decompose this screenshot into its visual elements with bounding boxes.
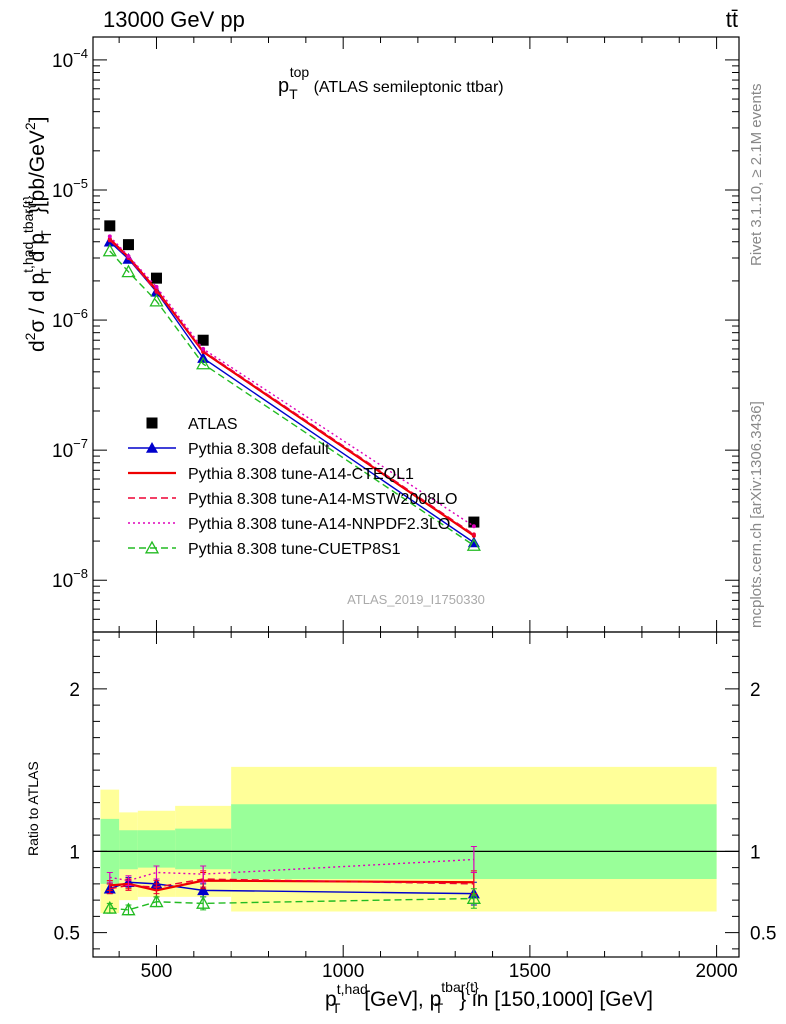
ratio-y-tick-label-left: 2 — [69, 680, 80, 701]
data-point-pythia-8-308-tune-a14-nnpdf2-3lo — [154, 284, 159, 289]
data-point-pythia-8-308-tune-a14-nnpdf2-3lo — [107, 234, 112, 239]
legend-label-atlas: ATLAS — [188, 416, 238, 433]
x-tick-label: 2000 — [695, 961, 737, 982]
data-point-atlas — [468, 516, 480, 528]
data-point-atlas — [104, 220, 116, 232]
x-tick-label: 1500 — [509, 961, 551, 982]
ratio-series-group — [102, 846, 481, 916]
ratio-y-tick-label-left: 0.5 — [54, 924, 80, 945]
legend-label-pythia-8-308-tune-a14-cteql1: Pythia 8.308 tune-A14-CTEQL1 — [188, 466, 414, 483]
ratio-band — [175, 828, 232, 870]
title-superscript: top — [290, 64, 310, 80]
data-point-pythia-8-308-tune-cuetp8s1 — [121, 264, 136, 278]
y-tick-label: 10−6 — [52, 306, 88, 332]
data-point-pythia-8-308-tune-cuetp8s1 — [102, 243, 117, 257]
ratio-y-axis-label: Ratio to ATLAS — [25, 761, 41, 856]
data-point-pythia-8-308-tune-cuetp8s1 — [466, 538, 481, 551]
ratio-y-tick-label-right: 0.5 — [750, 924, 776, 945]
ratio-band — [119, 830, 138, 870]
data-point-pythia-8-308-tune-a14-mstw2008lo — [154, 289, 159, 294]
legend-marker-pythia-8-308-tune-cuetp8s1 — [144, 540, 160, 554]
x-tick-label: 1000 — [322, 961, 364, 982]
ratio-point-pythia-8-308-tune-cuetp8s1 — [102, 900, 117, 914]
y-tick-label: 10−8 — [52, 566, 88, 592]
data-point-pythia-8-308-tune-a14-nnpdf2-3lo — [126, 254, 131, 259]
legend: ATLAS Pythia 8.308 default Pythia 8.308 tu… — [128, 416, 457, 558]
axes-group: 500 1000 1500 2000 10−8 10−7 10−6 10−5 10−4 0.5 0.… — [52, 36, 776, 982]
analysis-id-label: ATLAS_2019_I1750330 — [347, 592, 485, 607]
rivet-label: Rivet 3.1.10, ≥ 2.1M events — [748, 84, 765, 267]
data-point-pythia-8-308-tune-a14-nnpdf2-3lo — [201, 346, 206, 351]
legend-marker-pythia-8-308-default — [146, 442, 158, 453]
main-y-axis-label: d2σ / d pt,had T d ptbar{t}T}[pb/GeV2] — [20, 116, 54, 352]
ratio-frame — [92, 631, 740, 958]
main-series-group — [102, 220, 481, 551]
data-point-pythia-8-308-tune-a14-nnpdf2-3lo — [471, 524, 476, 529]
data-point-pythia-8-308-tune-cuetp8s1 — [149, 293, 164, 307]
legend-label-pythia-8-308-default: Pythia 8.308 default — [188, 441, 330, 458]
y-tick-label: 10−4 — [52, 46, 88, 72]
ratio-point-pythia-8-308-tune-cuetp8s1 — [149, 894, 164, 908]
data-point-pythia-8-308-tune-a14-mstw2008lo — [107, 238, 112, 243]
ratio-point-pythia-8-308-tune-cuetp8s1 — [466, 891, 481, 904]
data-point-pythia-8-308-tune-cuetp8s1 — [196, 356, 211, 370]
legend-label-pythia-8-308-tune-cuetp8s1: Pythia 8.308 tune-CUETP8S1 — [188, 541, 401, 558]
ratio-point-pythia-8-308-tune-cuetp8s1 — [121, 902, 136, 916]
x-tick-label: 500 — [141, 961, 173, 982]
data-point-atlas — [197, 334, 209, 346]
y-tick-label: 10−5 — [52, 176, 88, 202]
process-label: tt̄ — [726, 7, 738, 32]
energy-label: 13000 GeV pp — [103, 7, 245, 32]
ratio-y-tick-label-right: 2 — [750, 680, 761, 701]
legend-marker-atlas — [146, 417, 158, 429]
y-tick-label: 10−7 — [52, 436, 88, 462]
data-point-pythia-8-308-tune-a14-mstw2008lo — [471, 532, 476, 537]
legend-label-pythia-8-308-tune-a14-nnpdf2-3lo: Pythia 8.308 tune-A14-NNPDF2.3LO — [188, 516, 450, 533]
ratio-y-tick-label-right: 1 — [750, 842, 761, 863]
ratio-point-pythia-8-308-tune-cuetp8s1 — [196, 896, 211, 909]
ratio-y-tick-label-left: 1 — [69, 842, 80, 863]
data-point-atlas — [122, 239, 134, 251]
mcplots-label: mcplots.cern.ch [arXiv:1306.3436] — [748, 401, 765, 628]
series-line-pythia-8-308-tune-cuetp8s1 — [109, 250, 475, 547]
legend-label-pythia-8-308-tune-a14-mstw2008lo: Pythia 8.308 tune-A14-MSTW2008LO — [188, 491, 457, 508]
main-plot-title: pTtop (ATLAS semileptonic ttbar) — [278, 64, 504, 102]
ratio-line-pythia-8-308-tune-a14-nnpdf2-3lo — [109, 858, 474, 882]
data-point-atlas — [150, 272, 162, 284]
ratio-band — [137, 830, 176, 868]
ratio-point-pythia-8-308-default — [197, 884, 210, 896]
title-subscript: T — [289, 86, 298, 102]
x-axis-label: pt,had T [GeV], ptbar{t} T} in [150,1000] … — [325, 979, 653, 1016]
